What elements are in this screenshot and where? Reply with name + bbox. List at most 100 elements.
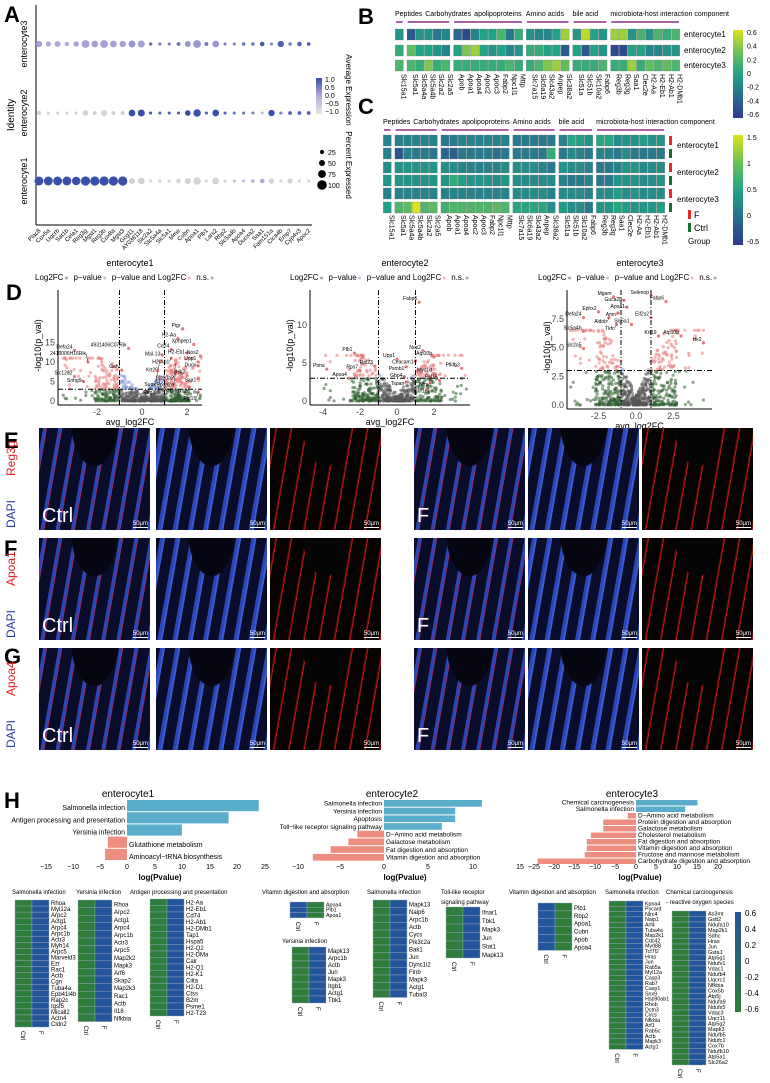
heatmap-cell-ctrl <box>608 1017 627 1024</box>
heatmap-cell <box>475 201 484 214</box>
scale-bar: 50μm <box>621 521 637 528</box>
heatmap-cell-ctrl <box>77 1013 96 1022</box>
pathway-heatmap-title: Yersinia infection <box>282 939 327 945</box>
heatmap-cell-ctrl <box>608 1022 627 1029</box>
heatmap-cell <box>630 147 640 160</box>
volcano-gene-label: Pfkfb3 <box>446 362 460 368</box>
dotplot-row-label: enterocyte2 <box>19 89 29 136</box>
dapi-image-ctrl: 50μm <box>156 648 267 750</box>
heatmap-cell-f <box>625 927 644 934</box>
dotplot-dot <box>204 42 209 46</box>
heatmap-cell <box>598 44 608 57</box>
heatmap-cell <box>406 28 416 41</box>
heatmap-cell <box>440 147 450 160</box>
volcano-labeled-point <box>437 378 442 383</box>
bar-enriched-up <box>384 823 442 830</box>
heatmap-cell-ctrl <box>445 940 464 950</box>
heatmap-cell <box>619 59 628 72</box>
dotplot-dot <box>34 176 44 186</box>
heatmap-cell-ctrl <box>77 930 96 939</box>
size-legend-tick: 25 <box>328 150 336 157</box>
heatmap-cell-f <box>308 974 327 983</box>
heatmap-cell <box>547 201 556 214</box>
heatmap-cell-ctrl <box>372 967 391 976</box>
volcano-point <box>130 383 134 387</box>
heatmap-cell <box>590 44 599 57</box>
pathway-heatmap-title: Salmonella infection <box>12 890 66 896</box>
column-label-f: F <box>631 1053 637 1057</box>
bar-enriched-up <box>127 800 259 812</box>
volcano-point <box>67 383 71 387</box>
heatmap-cell-f <box>554 942 573 951</box>
volcano-point <box>125 399 130 403</box>
volcano-point <box>628 382 633 386</box>
heatmap-cell-f <box>389 907 408 916</box>
heatmap-cell <box>475 161 484 174</box>
volcano-point <box>100 360 104 364</box>
heatmap-cell-ctrl <box>671 998 690 1005</box>
volcano-point <box>102 382 107 386</box>
volcano-point <box>624 402 628 406</box>
heatmap-cell-ctrl <box>14 911 33 919</box>
volcano-gene-label: Fabp6 <box>650 296 664 302</box>
dotplot-dot <box>242 179 246 183</box>
volcano-point <box>611 361 615 365</box>
heatmap-cell <box>567 161 576 174</box>
heatmap-cell-f <box>688 1048 707 1055</box>
volcano-gene-label: Guca2b <box>604 297 622 303</box>
bar-x-tick: 10 <box>469 864 477 871</box>
heatmap-row-label: enterocyte1 <box>684 30 726 39</box>
heatmap-gene-label: H2-DMb1 <box>676 74 683 104</box>
volcano-point <box>443 374 447 378</box>
volcano-point <box>67 369 71 374</box>
volcano-point <box>424 399 428 403</box>
pathway-gene-label: Stat1 <box>482 945 497 951</box>
dotplot-dot <box>45 41 51 47</box>
heatmap-gene-label: Slc51a <box>563 215 570 237</box>
volcano-gene-label: Slc5a4b <box>563 325 581 331</box>
volcano-gene-label: Amn <box>606 312 617 318</box>
heatmap-cell <box>415 59 424 72</box>
volcano-point <box>673 378 677 382</box>
heatmap-cell <box>596 134 605 147</box>
volcano-point <box>72 367 76 372</box>
heatmap-cell <box>584 187 593 200</box>
volcano-point <box>594 403 598 407</box>
heatmap-gene-label: Slc38a2 <box>551 215 558 240</box>
expression-colorbar <box>316 78 322 114</box>
volcano-point <box>129 394 133 398</box>
pathway-gene-label: Hspa5 <box>186 940 204 946</box>
heatmap-gene-label: Slc5a4b <box>428 74 435 99</box>
heatmap-cell-f <box>31 905 50 913</box>
volcano-point <box>441 353 446 357</box>
heatmap-cell <box>656 134 665 147</box>
heatmap-cell-ctrl <box>608 916 627 923</box>
heatmap-cell <box>501 147 510 160</box>
volcano-point <box>113 379 117 383</box>
heatmap-cell-ctrl <box>537 942 556 951</box>
heatmap-cell <box>622 147 631 160</box>
heatmap-cell <box>610 28 619 41</box>
heatmap-cell-ctrl <box>671 1004 690 1011</box>
volcano-ylabel: -log10(p_val) <box>542 321 552 374</box>
heatmap-cell-ctrl <box>14 942 33 949</box>
volcano-gene-label: Tspan <box>391 381 405 387</box>
dotplot-dot <box>259 41 265 47</box>
volcano-point <box>405 384 409 388</box>
heatmap-cell-ctrl <box>291 967 310 976</box>
heatmap-cell <box>610 59 619 72</box>
heatmap-cell-f <box>554 926 573 935</box>
heatmap-cell-ctrl <box>14 966 33 973</box>
dotplot-dot <box>288 111 293 115</box>
volcano-point <box>374 373 378 377</box>
heatmap-gene-label: Slc43a2 <box>534 215 541 240</box>
volcano-point <box>352 372 357 376</box>
heatmap-cell-f <box>688 1031 707 1038</box>
group-header: Carbohydrates <box>413 119 459 126</box>
heatmap-cell-f <box>688 1020 707 1027</box>
bar-x-tick: 15 <box>693 864 701 871</box>
volcano-point <box>97 378 101 382</box>
heatmap-cell <box>662 44 672 57</box>
heatmap-cell <box>534 59 544 72</box>
heatmap-cell <box>572 44 582 57</box>
